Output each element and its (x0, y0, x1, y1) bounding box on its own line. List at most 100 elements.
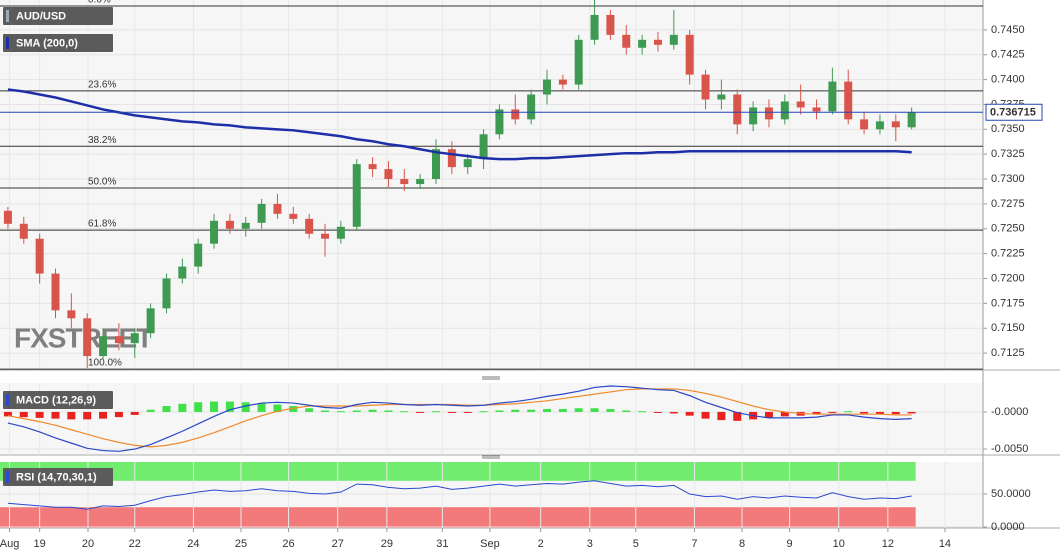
fib-label: 50.0% (88, 177, 116, 188)
histogram-bar (257, 403, 266, 412)
legend-label: RSI (14,70,30,1) (16, 471, 97, 483)
histogram-bar (764, 411, 773, 418)
x-tick-label: 14 (939, 538, 951, 550)
candle-body (844, 81, 853, 120)
legend-swatch (6, 471, 9, 483)
histogram-bar (83, 411, 92, 420)
histogram-bar (35, 411, 44, 418)
candle-body (67, 310, 76, 319)
x-tick-label: 31 (436, 538, 448, 550)
legend-swatch (6, 10, 9, 22)
overbought-band (0, 462, 916, 481)
x-tick-label: 9 (787, 538, 793, 550)
histogram-bar (479, 411, 488, 413)
candle-body (875, 121, 884, 130)
candle-body (558, 79, 567, 85)
candle-body (146, 308, 155, 334)
histogram-bar (289, 406, 298, 412)
histogram-bar (305, 408, 314, 412)
histogram-bar (67, 411, 76, 420)
y-tick-label: 0.7300 (991, 173, 1025, 185)
sma-line (7, 88, 912, 161)
x-tick-label: 19 (34, 538, 46, 550)
y-tick-label: 0.7225 (991, 248, 1025, 260)
candle-body (83, 318, 92, 357)
histogram-bar (590, 408, 599, 412)
histogram-bar (463, 411, 472, 413)
candle-body (749, 107, 758, 125)
y-tick-label: 0.7175 (991, 297, 1025, 309)
x-tick-label: 10 (833, 538, 845, 550)
histogram-bar (178, 403, 187, 412)
histogram-bar (622, 410, 631, 412)
candle-body (574, 39, 583, 85)
candle-body (19, 223, 28, 239)
y-tick-label: 0.7275 (991, 198, 1025, 210)
candle-body (368, 164, 377, 170)
x-tick-label: 26 (282, 538, 294, 550)
candle-body (828, 81, 837, 112)
candle-body (384, 169, 393, 180)
candle-body (638, 39, 647, 48)
histogram-bar (273, 404, 282, 412)
histogram-bar (527, 409, 536, 412)
histogram-bar (210, 401, 219, 412)
candle-body (416, 179, 425, 185)
oversold-band (0, 507, 916, 528)
histogram-bar (701, 411, 710, 419)
histogram-bar (653, 411, 662, 413)
x-tick-label: 3 (587, 538, 593, 550)
histogram-bar (384, 410, 393, 412)
candle-body (3, 210, 12, 224)
y-tick-label: 0.7200 (991, 272, 1025, 284)
candle-body (321, 233, 330, 239)
histogram-bar (828, 411, 837, 413)
candle-body (812, 107, 821, 112)
candle-body (400, 179, 409, 185)
histogram-bar (19, 411, 28, 418)
histogram-bar (146, 409, 155, 412)
legend-label: MACD (12,26,9) (16, 394, 96, 406)
legend-swatch (6, 37, 9, 49)
legend-label: SMA (200,0) (16, 37, 78, 49)
fib-label: 61.8% (88, 219, 116, 230)
y-tick-label: 0.7350 (991, 123, 1025, 135)
macd-panel (0, 383, 983, 455)
y-tick-label: 0.7450 (991, 24, 1025, 36)
legend-box (3, 391, 113, 409)
fib-label: 100.0% (88, 358, 122, 369)
candle-body (685, 34, 694, 75)
histogram-bar (685, 411, 694, 416)
fib-label: 38.2% (88, 135, 116, 146)
x-tick-label: 24 (187, 538, 199, 550)
x-tick-label: 22 (129, 538, 141, 550)
candle-body (780, 101, 789, 120)
legend-box (3, 34, 113, 52)
legend-label: AUD/USD (16, 10, 66, 22)
resize-handle[interactable] (482, 455, 500, 459)
candle-body (860, 119, 869, 130)
macd-line (7, 385, 912, 452)
candle-body (305, 218, 314, 234)
rsi-line (7, 480, 912, 510)
histogram-bar (907, 411, 916, 414)
histogram-bar (606, 408, 615, 412)
x-tick-label: Sep (480, 538, 500, 550)
histogram-bar (669, 411, 678, 414)
histogram-bar (241, 402, 250, 412)
resize-handle[interactable] (482, 376, 500, 380)
histogram-bar (352, 410, 361, 412)
candle-body (701, 74, 710, 100)
x-tick-label: 25 (235, 538, 247, 550)
x-tick-label: 7 (691, 538, 697, 550)
candle-body (210, 220, 219, 244)
signal-line (7, 388, 912, 448)
histogram-bar (3, 411, 12, 417)
histogram-bar (368, 409, 377, 412)
x-tick-label: 8 (739, 538, 745, 550)
candle-body (447, 149, 456, 168)
candle-body (162, 278, 171, 309)
candle-body (51, 273, 60, 311)
candle-body (606, 14, 615, 35)
